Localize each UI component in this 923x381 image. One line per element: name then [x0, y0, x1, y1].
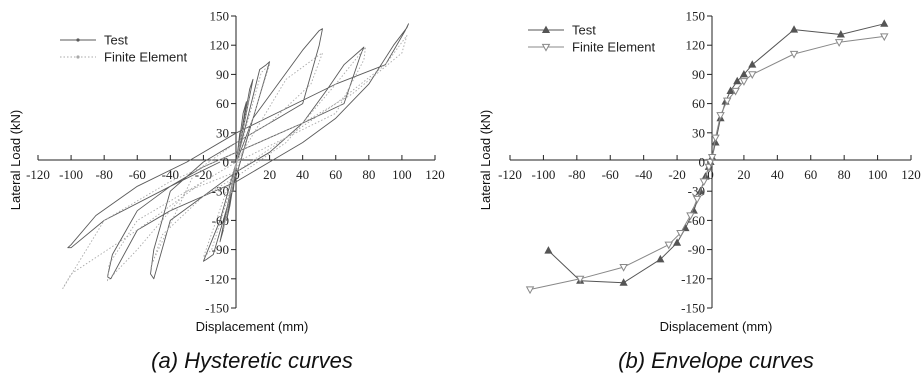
- y-axis-title: Lateral Load (kN): [8, 110, 23, 210]
- y-tick-label: 150: [686, 9, 706, 24]
- x-tick-label: 20: [263, 167, 276, 182]
- x-tick-label: 60: [329, 167, 342, 182]
- data-point: [707, 154, 717, 162]
- legend-label: Test: [572, 23, 596, 38]
- data-point: [575, 275, 585, 284]
- data-point: [722, 97, 732, 106]
- data-point: [834, 39, 844, 47]
- y-tick-label: 30: [216, 125, 229, 140]
- data-point: [686, 212, 695, 221]
- legend-marker: [76, 55, 80, 59]
- x-tick-label: -100: [531, 167, 555, 182]
- x-tick-label: 0: [707, 167, 714, 182]
- legend-label: Finite Element: [572, 40, 655, 55]
- x-tick-label: 120: [425, 167, 445, 182]
- data-point: [664, 241, 673, 250]
- data-point: [525, 286, 535, 295]
- y-tick-label: 120: [686, 38, 706, 53]
- y-tick-label: -90: [688, 242, 705, 257]
- data-point: [656, 254, 665, 263]
- y-tick-label: 90: [692, 67, 705, 82]
- x-tick-label: -40: [635, 167, 652, 182]
- data-point: [739, 69, 748, 78]
- x-tick-label: -60: [602, 167, 619, 182]
- x-tick-label: 40: [296, 167, 309, 182]
- data-point: [692, 195, 702, 204]
- y-tick-label: -90: [212, 242, 229, 257]
- y-tick-label: -150: [205, 301, 229, 316]
- y-tick-label: 60: [692, 96, 705, 111]
- x-tick-label: 80: [838, 167, 851, 182]
- x-tick-label: 20: [737, 167, 750, 182]
- y-tick-label: 120: [210, 38, 230, 53]
- data-point: [748, 60, 757, 68]
- x-axis-title: Displacement (mm): [660, 319, 773, 334]
- data-point: [731, 87, 740, 96]
- x-tick-label: -120: [26, 167, 50, 182]
- x-tick-label: -80: [95, 167, 112, 182]
- y-tick-label: -120: [205, 271, 229, 286]
- chart-caption: (b) Envelope curves: [618, 348, 814, 373]
- data-point: [880, 19, 889, 27]
- x-tick-label: 100: [392, 167, 412, 182]
- series-line-test: [548, 23, 885, 284]
- y-tick-label: 0: [223, 155, 230, 170]
- legend-label: Finite Element: [104, 50, 187, 65]
- y-tick-label: 30: [692, 125, 705, 140]
- y-tick-label: 150: [210, 9, 230, 24]
- x-tick-label: -120: [498, 167, 522, 182]
- envelope-chart: -120 -100 -80 -60 -40 -20 0 20 40 60 80 100 120 -150 -…: [478, 9, 921, 374]
- series-line-finite-element: [62, 35, 408, 289]
- y-tick-label: -30: [212, 184, 229, 199]
- legend-marker: [541, 25, 551, 33]
- x-tick-label: 60: [804, 167, 817, 182]
- legend-marker: [76, 38, 80, 42]
- data-point: [748, 71, 757, 80]
- data-point: [676, 229, 685, 238]
- data-point: [619, 264, 628, 272]
- data-point: [716, 112, 725, 120]
- x-tick-label: -60: [129, 167, 146, 182]
- x-tick-label: -100: [59, 167, 83, 182]
- y-tick-label: -120: [681, 271, 705, 286]
- y-tick-label: 90: [216, 67, 229, 82]
- legend-label: Test: [104, 33, 128, 48]
- data-point: [789, 25, 799, 33]
- chart-caption: (a) Hysteretic curves: [151, 348, 353, 373]
- data-point: [711, 134, 720, 143]
- x-tick-label: -40: [162, 167, 179, 182]
- x-tick-label: 100: [868, 167, 888, 182]
- x-tick-label: -20: [195, 167, 212, 182]
- data-point: [739, 78, 749, 86]
- data-point: [789, 50, 799, 59]
- x-tick-label: 80: [362, 167, 375, 182]
- data-point: [699, 178, 709, 187]
- data-point: [726, 86, 735, 94]
- x-tick-label: 120: [901, 167, 921, 182]
- x-tick-label: -80: [568, 167, 585, 182]
- y-tick-label: -150: [681, 301, 705, 316]
- data-point: [880, 33, 889, 42]
- data-point: [544, 246, 553, 254]
- y-tick-label: 0: [699, 155, 706, 170]
- hysteretic-chart: -120 -100 -80 -60 -40 -20 0 20 40 60 80 100 120 -150 -…: [8, 9, 445, 374]
- legend-marker: [541, 43, 551, 52]
- x-tick-label: -20: [668, 167, 685, 182]
- y-tick-label: 60: [216, 96, 229, 111]
- x-axis-title: Displacement (mm): [196, 319, 309, 334]
- x-tick-label: 40: [771, 167, 784, 182]
- data-point: [836, 30, 845, 38]
- data-point: [733, 76, 742, 85]
- y-axis-title: Lateral Load (kN): [478, 110, 493, 210]
- data-point: [673, 238, 682, 246]
- data-point: [619, 278, 628, 286]
